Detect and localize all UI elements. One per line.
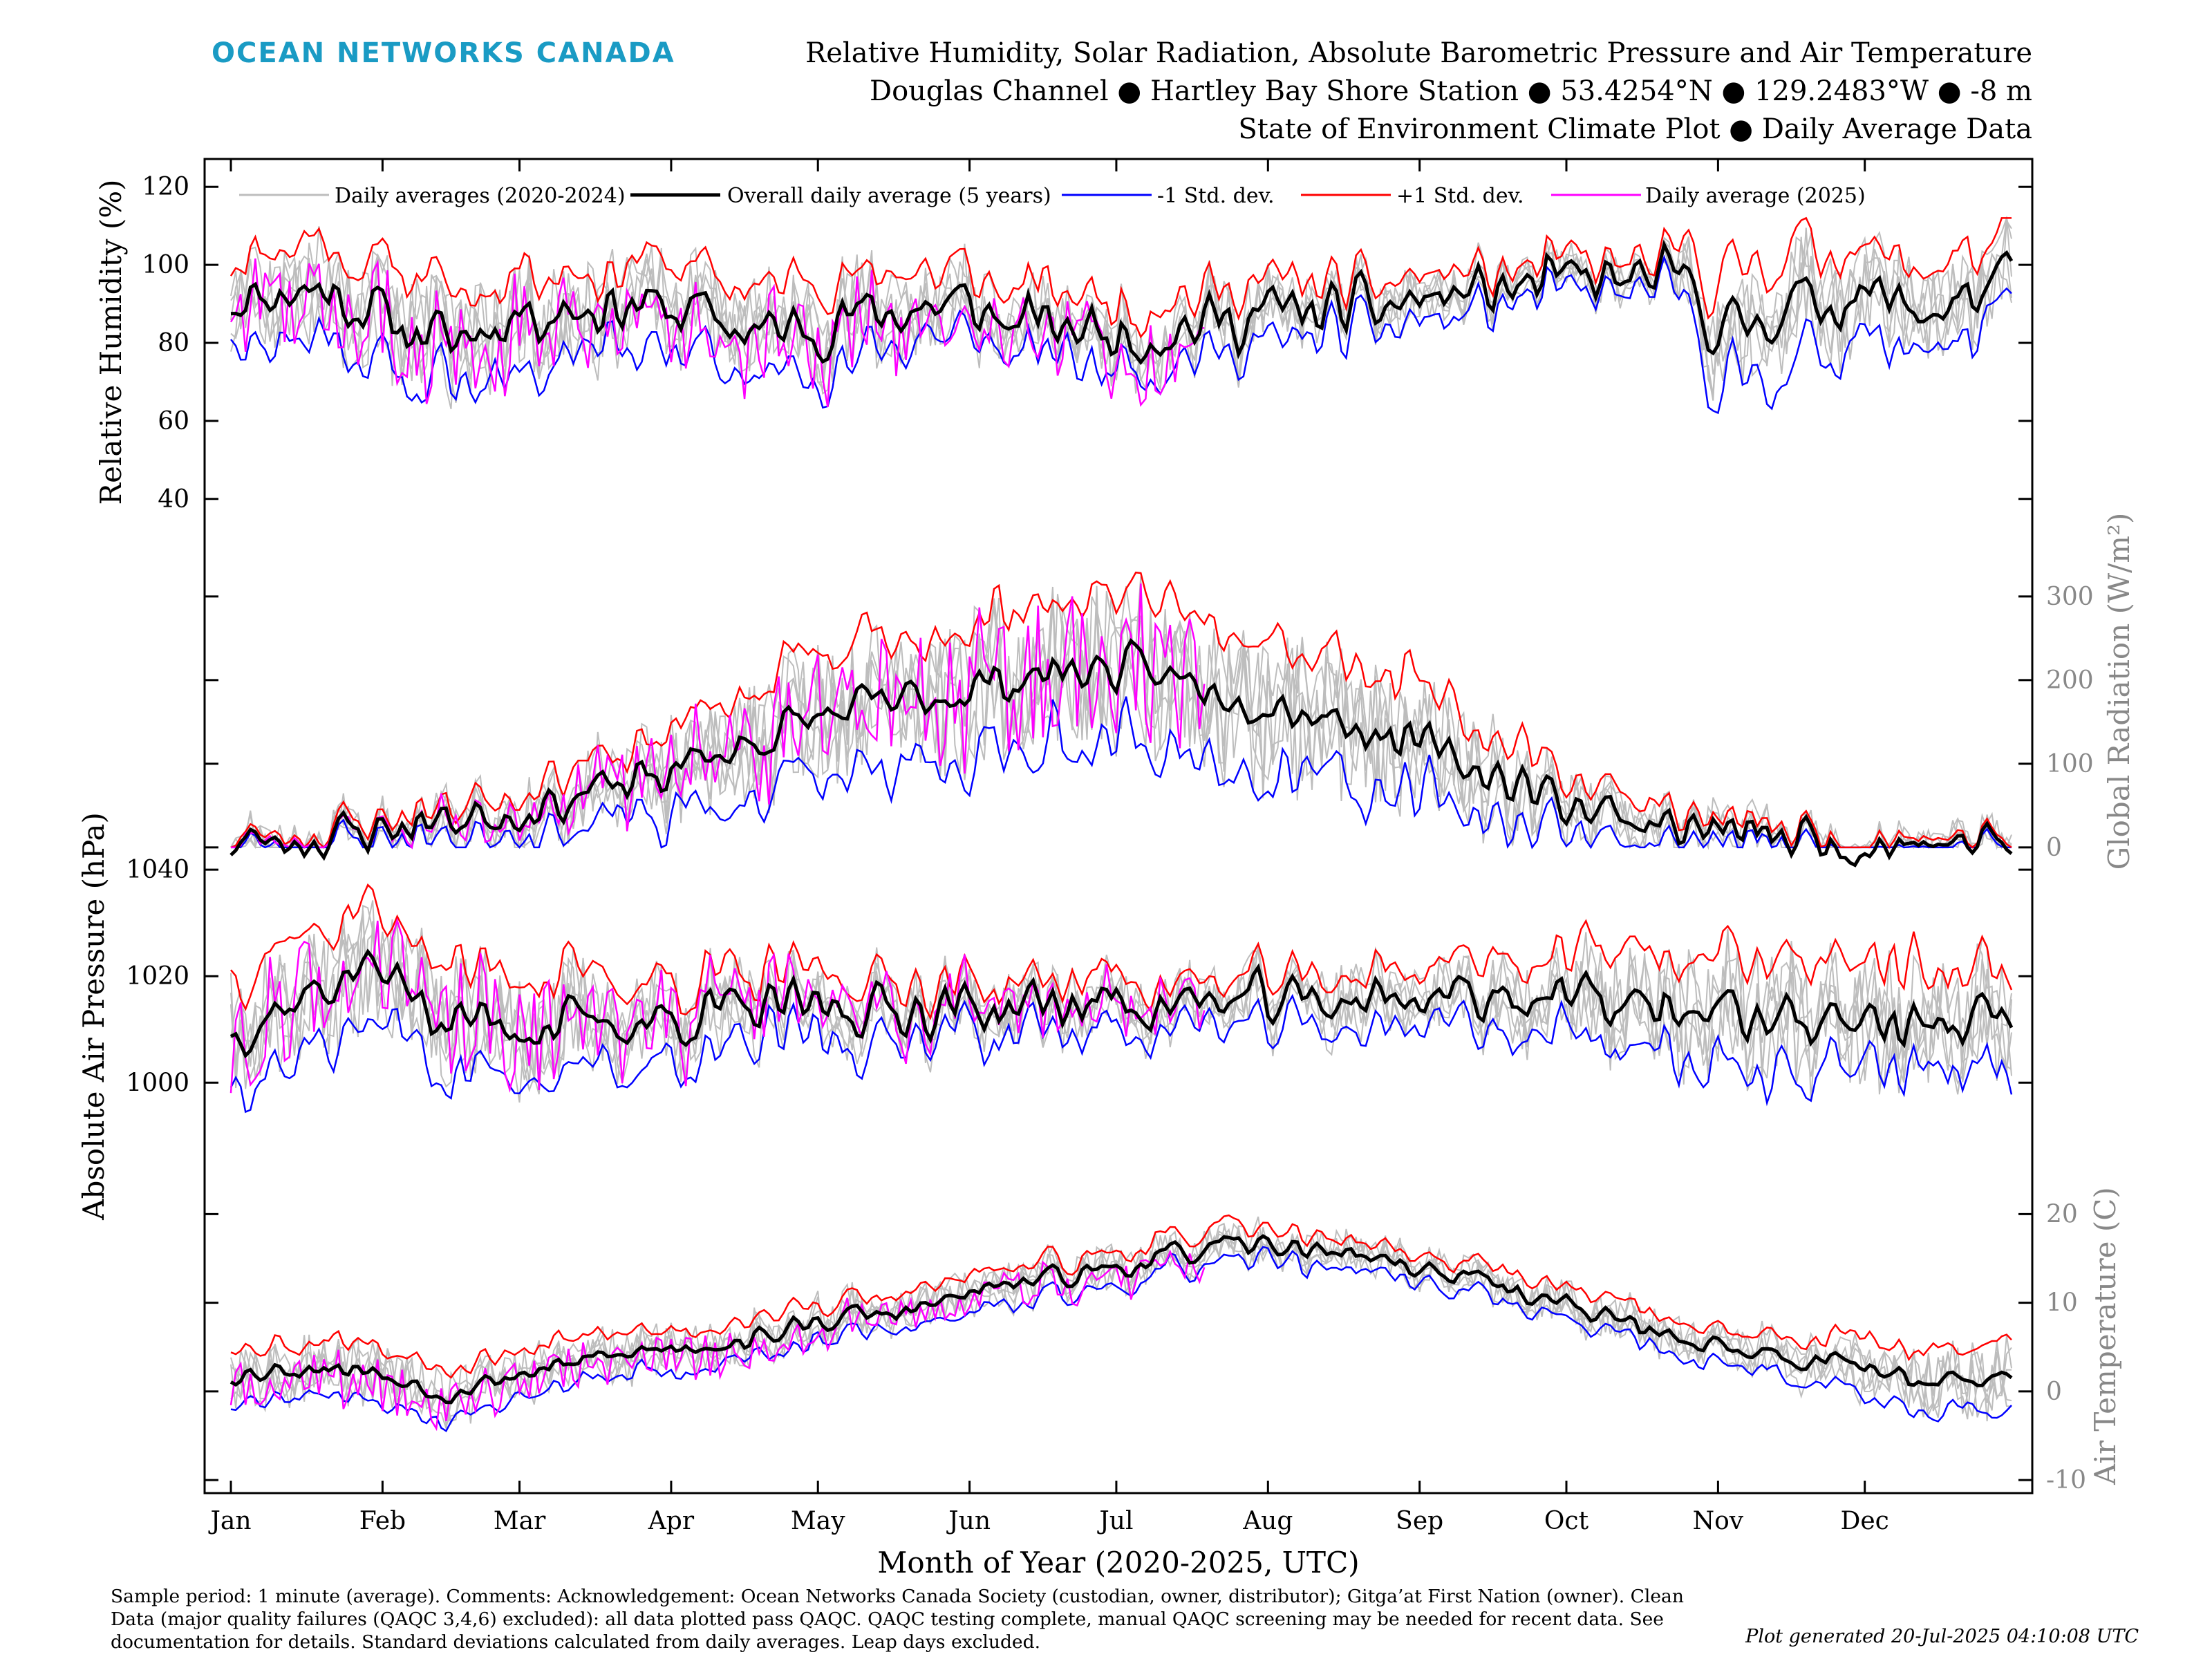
series-mean-humidity xyxy=(230,239,2014,366)
x-tick-label: Oct xyxy=(1544,1507,1589,1535)
y-tick-label: 100 xyxy=(2046,750,2094,778)
series-mean-radiation xyxy=(229,638,2013,868)
y-tick-label: 1040 xyxy=(126,856,189,884)
x-tick-label: Mar xyxy=(494,1507,546,1535)
x-tick-label: Sep xyxy=(1396,1507,1443,1535)
x-tick-label: Jun xyxy=(946,1507,991,1535)
y-tick-label: 60 xyxy=(158,407,189,435)
y-tick-label: 300 xyxy=(2046,583,2094,611)
series-hist-temperature xyxy=(230,1222,2012,1429)
y-tick-label: 1000 xyxy=(126,1069,189,1097)
x-tick-label: Jul xyxy=(1096,1507,1133,1535)
x-tick-label: Jan xyxy=(207,1507,251,1535)
series-minus-sd-radiation xyxy=(231,696,2012,850)
x-tick-label: Feb xyxy=(359,1507,406,1535)
x-tick-label: Nov xyxy=(1693,1507,1744,1535)
series-hist-temperature xyxy=(230,1216,2012,1427)
series-hist-pressure xyxy=(230,914,2012,1103)
y-tick-label: 0 xyxy=(2046,1378,2062,1406)
legend-label-minus-sd: -1 Std. dev. xyxy=(1157,184,1275,208)
y-tick-label: 100 xyxy=(142,251,189,279)
y-tick-label: 80 xyxy=(158,329,189,357)
series-hist-radiation xyxy=(231,595,2012,850)
footer-note-line2: Data (major quality failures (QAQC 3,4,6… xyxy=(111,1609,1664,1630)
series-hist-humidity xyxy=(230,218,2012,409)
plot-frame xyxy=(203,158,2034,1494)
legend: Daily averages (2020-2024) Overall daily… xyxy=(239,184,1866,208)
x-axis-label: Month of Year (2020-2025, UTC) xyxy=(877,1546,1359,1580)
panel-radiation: 0 100 200 300 Global Radiation (W/m²) xyxy=(205,513,2136,870)
series-hist-radiation xyxy=(231,593,2012,850)
y-tick-label: 10 xyxy=(2046,1289,2078,1318)
series-current-humidity xyxy=(229,258,1205,408)
series-mean-temperature xyxy=(229,1234,2013,1405)
legend-label-hist: Daily averages (2020-2024) xyxy=(335,184,626,208)
y-axis-label-pressure: Absolute Air Pressure (hPa) xyxy=(77,812,111,1221)
y-tick-label: 0 xyxy=(2046,834,2062,862)
chart-subtitle-type: State of Environment Climate Plot ● Dail… xyxy=(1238,113,2032,145)
x-tick-label: Apr xyxy=(648,1507,695,1535)
y-axis-label-humidity: Relative Humidity (%) xyxy=(94,179,128,505)
panel-humidity: 40 60 80 100 120 Relative Humidity (%) xyxy=(94,173,2032,514)
chart-subtitle-location: Douglas Channel ● Hartley Bay Shore Stat… xyxy=(870,75,2032,107)
legend-label-plus-sd: +1 Std. dev. xyxy=(1396,184,1524,208)
x-tick-label: May xyxy=(791,1507,845,1535)
series-hist-pressure xyxy=(230,921,2012,1101)
brand-logo-text: OCEAN NETWORKS CANADA xyxy=(212,37,675,69)
series-plus-sd-humidity xyxy=(229,216,2012,339)
plot-layers: Jan Feb Mar Apr May Jun Jul Aug Sep Oct Nov Dec 40 60… xyxy=(77,159,2136,1535)
series-minus-sd-temperature xyxy=(230,1246,2012,1432)
y-axis-label-temperature: Air Temperature (C) xyxy=(2088,1187,2122,1485)
legend-label-current: Daily average (2025) xyxy=(1645,184,1866,208)
y-tick-label: 1020 xyxy=(126,962,189,991)
series-plus-sd-pressure xyxy=(230,883,2013,1021)
y-tick-label: -10 xyxy=(2046,1466,2086,1494)
footer-note-line3: documentation for details. Standard devi… xyxy=(111,1631,1040,1653)
x-axis-ticks: Jan Feb Mar Apr May Jun Jul Aug Sep Oct Nov Dec xyxy=(207,159,1889,1535)
panel-pressure: 1000 1020 1040 Absolute Air Pressure (hPa) xyxy=(77,812,2032,1221)
x-tick-label: Aug xyxy=(1242,1507,1293,1535)
y-tick-label: 20 xyxy=(2046,1200,2078,1228)
plot-generated-stamp: Plot generated 20-Jul-2025 04:10:08 UTC xyxy=(1745,1626,2139,1647)
y-axis-label-radiation: Global Radiation (W/m²) xyxy=(2102,513,2136,870)
series-hist-temperature xyxy=(230,1227,2012,1425)
y-tick-label: 120 xyxy=(142,173,189,201)
y-tick-label: 40 xyxy=(158,485,189,514)
series-current-radiation xyxy=(231,583,1206,850)
footer-note-line1: Sample period: 1 minute (average). Comme… xyxy=(111,1586,1684,1607)
legend-label-mean: Overall daily average (5 years) xyxy=(727,184,1051,208)
panel-temperature: -10 0 10 20 Air Temperature (C) xyxy=(205,1187,2122,1494)
series-plus-sd-radiation xyxy=(230,571,2012,850)
chart-title: Relative Humidity, Solar Radiation, Abso… xyxy=(805,37,2032,69)
series-minus-sd-pressure xyxy=(229,993,2013,1114)
series-current-pressure xyxy=(229,917,1206,1094)
x-tick-label: Dec xyxy=(1841,1507,1889,1535)
series-mean-pressure xyxy=(229,948,2014,1059)
series-plus-sd-temperature xyxy=(230,1214,2012,1379)
y-tick-label: 200 xyxy=(2046,666,2094,695)
